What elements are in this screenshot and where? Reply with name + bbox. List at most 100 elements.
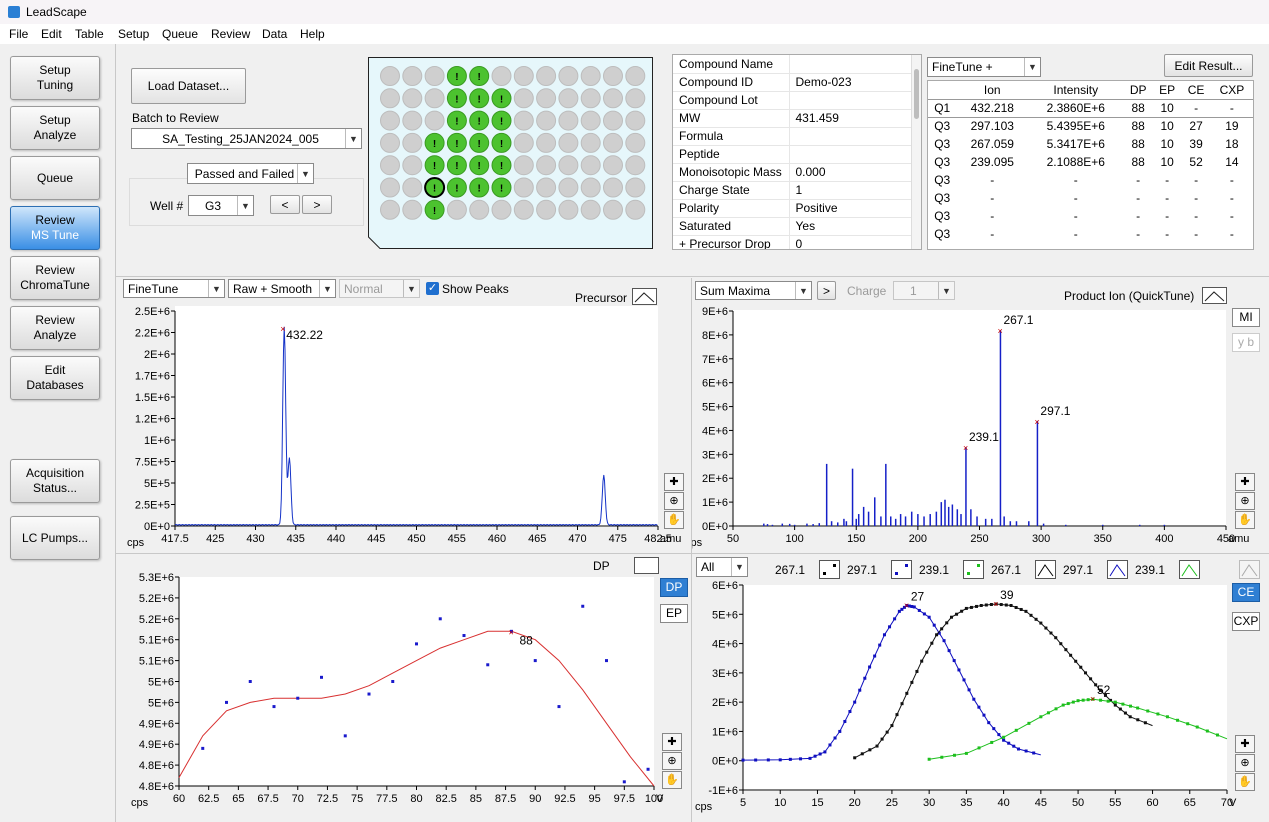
well[interactable] <box>603 66 623 86</box>
well[interactable] <box>625 110 646 131</box>
well[interactable] <box>580 177 601 198</box>
column-header[interactable]: EP <box>1152 81 1182 100</box>
well[interactable] <box>469 177 490 198</box>
menu-edit[interactable]: Edit <box>41 27 62 41</box>
well[interactable] <box>625 66 646 86</box>
well[interactable] <box>469 132 490 153</box>
well[interactable] <box>580 199 601 220</box>
hand-icon[interactable]: ✋ <box>664 511 684 529</box>
well[interactable] <box>424 155 445 176</box>
well[interactable] <box>580 132 601 153</box>
scrollbar[interactable] <box>911 55 921 249</box>
well[interactable] <box>625 155 646 176</box>
acquisition-status-button[interactable]: Acquisition Status... <box>10 459 100 503</box>
well[interactable] <box>558 66 579 86</box>
legend-swatch[interactable] <box>1179 560 1200 579</box>
well[interactable] <box>424 199 445 220</box>
well[interactable] <box>469 66 490 86</box>
well[interactable] <box>380 132 400 153</box>
well[interactable] <box>469 199 490 220</box>
well[interactable] <box>424 110 445 131</box>
well[interactable] <box>469 110 490 131</box>
well[interactable] <box>380 155 400 176</box>
dp-button[interactable]: DP <box>660 578 688 597</box>
menu-file[interactable]: File <box>9 27 29 41</box>
legend-swatch[interactable] <box>819 560 840 579</box>
mi-button[interactable]: MI <box>1232 308 1260 327</box>
well[interactable] <box>402 199 423 220</box>
precursor-mode-select[interactable]: FineTune ▼ <box>123 279 225 298</box>
column-header[interactable]: Ion <box>956 81 1029 100</box>
well[interactable] <box>402 110 423 131</box>
smooth-select[interactable]: Raw + Smooth ▼ <box>228 279 336 298</box>
well[interactable] <box>380 110 400 131</box>
well[interactable] <box>491 199 512 220</box>
yb-button[interactable]: y b <box>1232 333 1260 352</box>
column-header[interactable]: CXP <box>1210 81 1253 100</box>
table-row[interactable]: Q3 239.095 2.1088E+6 88 10 52 14 <box>928 153 1253 171</box>
scroll-thumb[interactable] <box>914 69 919 119</box>
zoom-icon[interactable]: ⊕ <box>664 492 684 510</box>
well[interactable] <box>603 132 623 153</box>
queue-button[interactable]: Queue <box>10 156 100 200</box>
column-header[interactable]: DP <box>1123 81 1153 100</box>
well[interactable] <box>513 199 534 220</box>
well[interactable] <box>625 199 646 220</box>
well[interactable] <box>491 88 512 109</box>
well[interactable] <box>536 132 557 153</box>
setup-analyze-button[interactable]: Setup Analyze <box>10 106 100 150</box>
well[interactable] <box>402 66 423 86</box>
well[interactable] <box>536 110 557 131</box>
well[interactable] <box>446 199 467 220</box>
well[interactable] <box>580 155 601 176</box>
charge-select[interactable]: 1 ▼ <box>893 281 955 300</box>
hand-icon[interactable]: ✋ <box>1235 511 1255 529</box>
well[interactable] <box>402 88 423 109</box>
ep-button[interactable]: EP <box>660 604 688 623</box>
table-row[interactable]: Q3 - - - - - - <box>928 225 1253 243</box>
peak-shape-icon[interactable] <box>1239 560 1260 579</box>
well[interactable] <box>603 155 623 176</box>
edit-databases-button[interactable]: Edit Databases <box>10 356 100 400</box>
well[interactable] <box>536 199 557 220</box>
table-row[interactable]: Q3 297.103 5.4395E+6 88 10 27 19 <box>928 117 1253 135</box>
well[interactable] <box>402 132 423 153</box>
well[interactable] <box>558 88 579 109</box>
well[interactable] <box>536 66 557 86</box>
well[interactable] <box>380 88 400 109</box>
well[interactable] <box>424 88 445 109</box>
well[interactable] <box>558 110 579 131</box>
menu-setup[interactable]: Setup <box>118 27 150 41</box>
scatter-style-icon[interactable] <box>634 557 659 574</box>
well[interactable] <box>536 177 557 198</box>
well-plate[interactable]: !!!!!!!!!!!!!!!!!!!!! <box>368 57 653 249</box>
ce-button[interactable]: CE <box>1232 583 1260 602</box>
prev-well-button[interactable]: < <box>270 195 300 214</box>
well[interactable] <box>424 132 445 153</box>
hand-icon[interactable]: ✋ <box>662 771 682 789</box>
well[interactable] <box>491 110 512 131</box>
table-row[interactable]: Q3 - - - - - - <box>928 189 1253 207</box>
well[interactable] <box>513 155 534 176</box>
peak-shape-icon[interactable] <box>1202 287 1227 304</box>
well[interactable] <box>513 177 534 198</box>
well[interactable] <box>625 177 646 198</box>
hand-icon[interactable]: ✋ <box>1235 773 1255 791</box>
table-row[interactable]: Q1 432.218 2.3860E+6 88 10 - - <box>928 99 1253 117</box>
cxp-button[interactable]: CXP <box>1232 612 1260 631</box>
well[interactable] <box>513 132 534 153</box>
table-row[interactable]: Q3 - - - - - - <box>928 207 1253 225</box>
menu-review[interactable]: Review <box>211 27 251 41</box>
column-header[interactable] <box>928 81 957 100</box>
well[interactable] <box>558 177 579 198</box>
result-mode-select[interactable]: FineTune + ▼ <box>927 57 1041 77</box>
column-header[interactable]: Intensity <box>1028 81 1124 100</box>
peak-shape-icon[interactable] <box>632 288 657 305</box>
well[interactable] <box>424 66 445 86</box>
well[interactable] <box>603 88 623 109</box>
well[interactable] <box>380 199 400 220</box>
ce-series-select[interactable]: All ▼ <box>696 557 748 577</box>
well[interactable] <box>380 66 400 86</box>
table-row[interactable]: Q3 267.059 5.3417E+6 88 10 39 18 <box>928 135 1253 153</box>
well[interactable] <box>446 66 467 86</box>
